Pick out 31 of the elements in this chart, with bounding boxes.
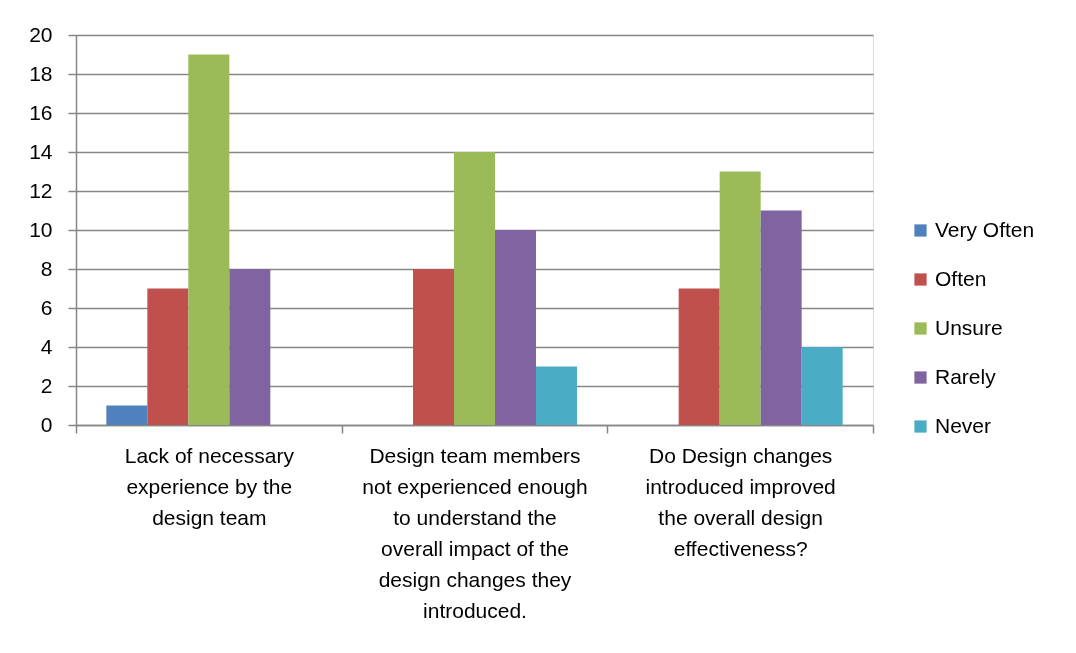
y-tick-label: 10 (29, 217, 53, 241)
y-tick-label: 20 (29, 22, 53, 46)
bar (536, 366, 577, 425)
bar (678, 288, 720, 425)
bar (495, 230, 536, 425)
legend-label: Never (935, 413, 992, 437)
x-tick-label: Lack of necessary experience by the design team (124, 443, 295, 529)
y-tick-label: 16 (29, 100, 53, 124)
bar (454, 152, 495, 425)
y-tick-label: 2 (40, 373, 53, 397)
x-tick-label: Do Design changes introduced improved the overall design effectiveness? (645, 443, 836, 560)
y-tick-label: 6 (40, 295, 53, 319)
y-tick-label: 8 (40, 256, 53, 280)
legend-label: Very Often (935, 217, 1035, 241)
bar (106, 405, 148, 425)
y-tick-label: 4 (40, 334, 53, 358)
bar (413, 269, 454, 425)
legend-label: Rarely (935, 364, 997, 388)
y-tick-label: 18 (29, 61, 53, 85)
x-tick-label: Design team members not experienced enough to understand the overall impact of the design changes they introduced. (362, 443, 588, 622)
bar (801, 347, 843, 425)
bar (188, 54, 230, 425)
y-tick-label: 14 (29, 139, 53, 163)
legend-label: Unsure (935, 315, 1003, 339)
bar (147, 288, 189, 425)
legend-label: Often (935, 266, 987, 290)
bar (760, 210, 802, 425)
y-tick-label: 12 (29, 178, 53, 202)
y-tick-label: 0 (40, 412, 53, 436)
bar (229, 269, 271, 425)
bar (719, 171, 761, 425)
